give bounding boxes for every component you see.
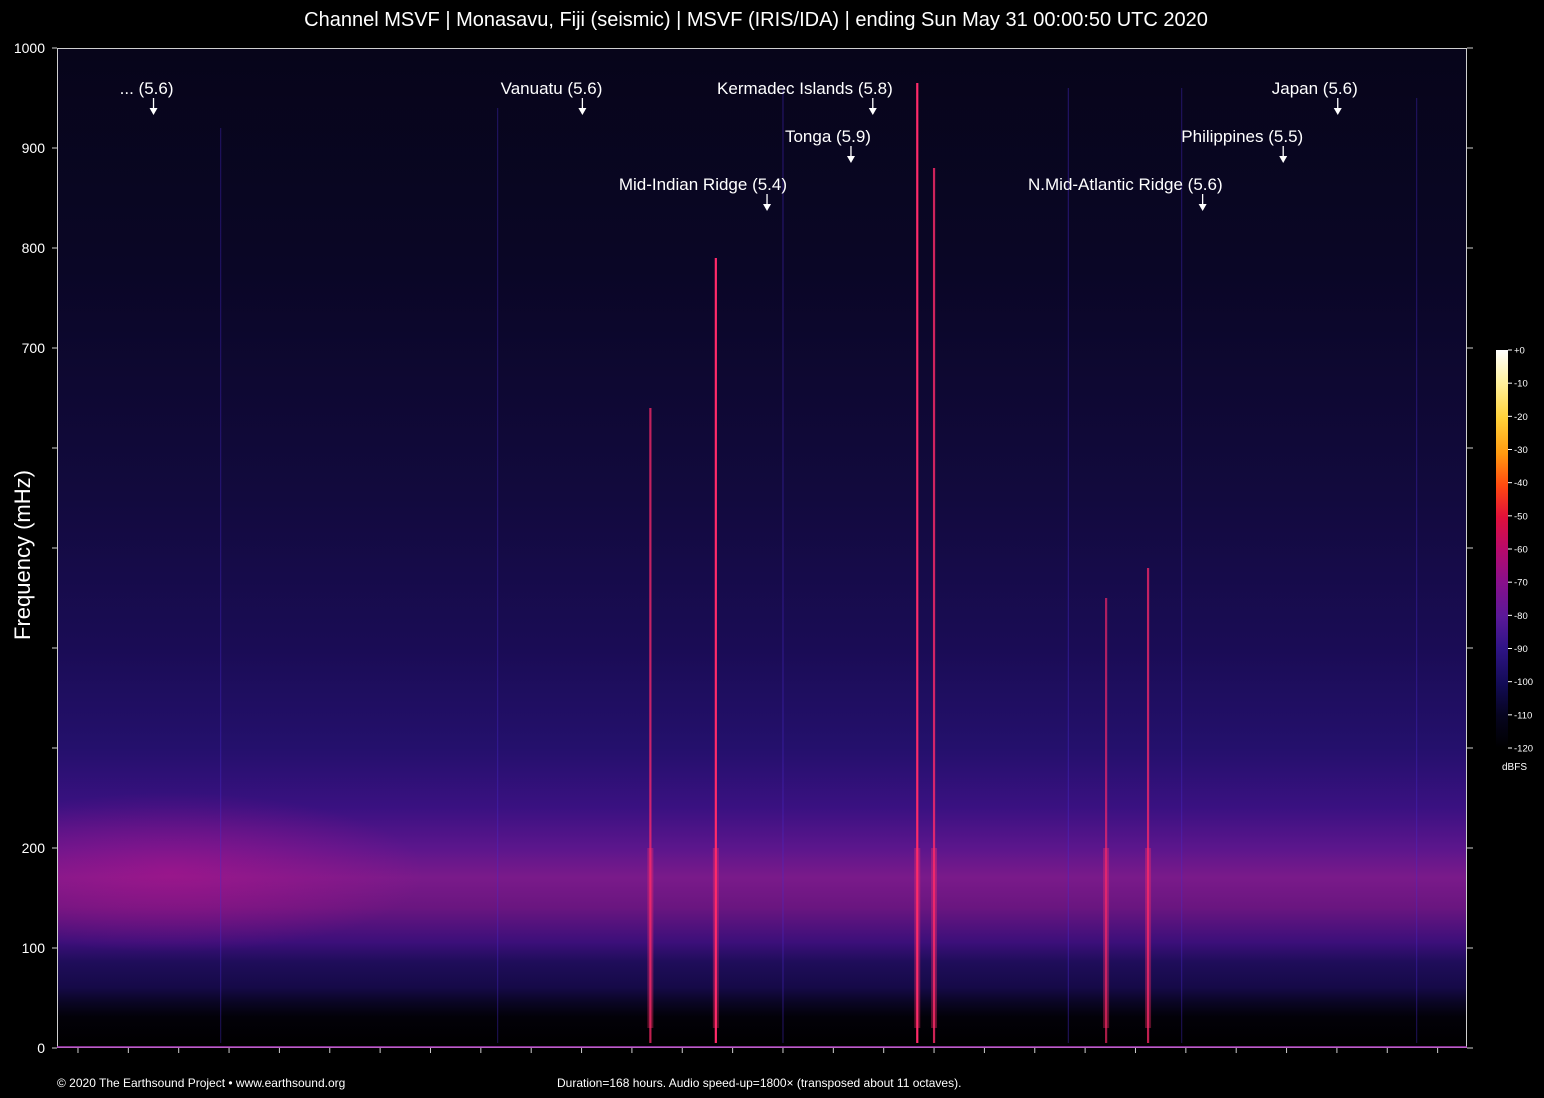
colorbar-tick-label: -80 xyxy=(1514,611,1528,622)
colorbar-tick-label: -60 xyxy=(1514,545,1528,556)
y-tick-label: 0 xyxy=(37,1040,45,1056)
colorbar-tick-label: -70 xyxy=(1514,578,1528,589)
event-arrow-head xyxy=(846,156,855,163)
signal-glow xyxy=(931,848,938,1028)
signal-glow xyxy=(712,848,719,1028)
event-label: Tonga (5.9) xyxy=(785,127,871,146)
event-label: Kermadec Islands (5.8) xyxy=(717,79,893,98)
event-arrow-head xyxy=(149,108,158,115)
signal-glow xyxy=(647,848,654,1028)
y-tick-label: 800 xyxy=(22,240,46,256)
event-label: Japan (5.6) xyxy=(1272,79,1358,98)
event-arrow-head xyxy=(1198,204,1207,211)
y-tick-label: 1000 xyxy=(14,40,45,56)
colorbar-tick-label: -10 xyxy=(1514,379,1528,390)
y-tick-label: 100 xyxy=(22,940,46,956)
colorbar-tick-label: -90 xyxy=(1514,644,1528,655)
event-label: ... (5.6) xyxy=(120,79,174,98)
duration-note: Duration=168 hours. Audio speed-up=1800×… xyxy=(557,1076,962,1090)
event-label: Mid-Indian Ridge (5.4) xyxy=(619,175,787,194)
signal-glow xyxy=(1145,848,1152,1028)
copyright-text: © 2020 The Earthsound Project • www.eart… xyxy=(57,1076,346,1090)
event-arrow-head xyxy=(868,108,877,115)
y-tick-label: 200 xyxy=(22,840,46,856)
signal-glow xyxy=(1103,848,1110,1028)
colorbar-unit: dBFS xyxy=(1502,762,1528,773)
y-tick-label: 900 xyxy=(22,140,46,156)
colorbar-tick-label: +0 xyxy=(1514,346,1525,357)
colorbar-tick-label: -30 xyxy=(1514,445,1528,456)
colorbar-tick-label: -20 xyxy=(1514,412,1528,423)
event-label: N.Mid-Atlantic Ridge (5.6) xyxy=(1028,175,1223,194)
event-label: Vanuatu (5.6) xyxy=(501,79,603,98)
y-axis-label: Frequency (mHz) xyxy=(10,470,35,640)
event-arrow-head xyxy=(578,108,587,115)
colorbar-tick-label: -100 xyxy=(1514,677,1533,688)
event-arrow-head xyxy=(763,204,772,211)
event-arrow-head xyxy=(1333,108,1342,115)
signal-glow xyxy=(914,848,921,1028)
colorbar-tick-label: -110 xyxy=(1514,710,1532,721)
spectrogram-plot-area xyxy=(57,48,1467,1048)
y-tick-label: 700 xyxy=(22,340,46,356)
colorbar xyxy=(1496,350,1508,748)
colorbar-tick-label: -50 xyxy=(1514,511,1528,522)
event-arrow-head xyxy=(1279,156,1288,163)
colorbar-tick-label: -40 xyxy=(1514,478,1528,489)
colorbar-tick-label: -120 xyxy=(1514,744,1533,755)
chart-title: Channel MSVF | Monasavu, Fiji (seismic) … xyxy=(304,9,1208,31)
event-label: Philippines (5.5) xyxy=(1181,127,1303,146)
